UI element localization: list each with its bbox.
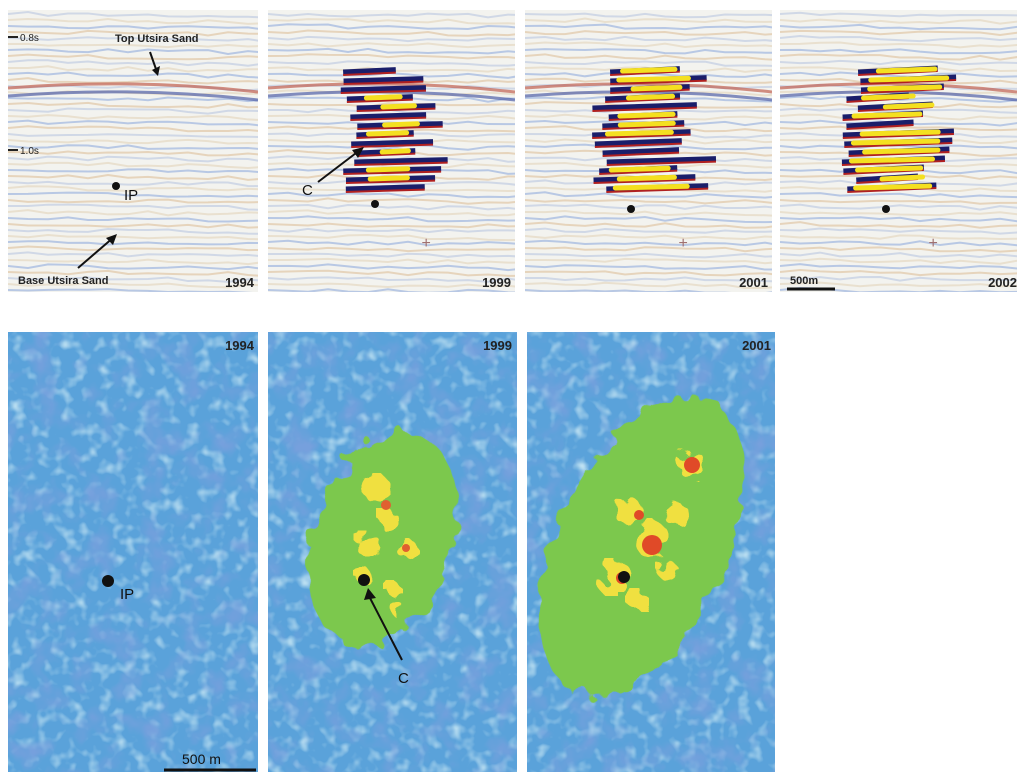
bright-spot — [366, 97, 400, 98]
seismic-row: + + + — [8, 10, 1017, 294]
point — [618, 571, 630, 583]
bright-spot — [853, 141, 937, 143]
point-label: C — [398, 670, 409, 687]
bright-spot — [865, 150, 938, 152]
seismic-panel: + — [780, 10, 1017, 292]
hot-spot — [381, 500, 391, 510]
hot-spot — [385, 582, 401, 598]
amplitude-band — [350, 115, 426, 117]
hot-spot — [642, 535, 662, 555]
bright-spot — [619, 78, 689, 80]
bright-spot — [623, 69, 675, 71]
map-panel — [268, 332, 517, 772]
bright-spot — [858, 168, 921, 170]
map-panel — [497, 332, 786, 772]
bright-spot — [369, 133, 407, 134]
amplitude-band — [351, 142, 433, 144]
hot-spot — [684, 457, 700, 473]
bright-spot — [620, 114, 673, 116]
amplitude-band — [341, 88, 426, 90]
hot-spot — [665, 503, 689, 527]
bright-spot — [856, 186, 930, 188]
bright-spot — [611, 168, 668, 170]
amplitude-band — [354, 160, 447, 162]
noise-dark — [8, 332, 258, 772]
bright-spot — [854, 114, 920, 116]
point-label: IP — [120, 586, 134, 603]
hot-spot — [402, 544, 410, 552]
hot-spot — [356, 533, 380, 557]
bright-spot — [370, 178, 407, 179]
bright-spot — [628, 96, 672, 98]
hot-spot — [657, 560, 677, 580]
map-row — [8, 332, 787, 772]
point — [627, 205, 635, 213]
bright-spot — [882, 177, 923, 179]
horizon-label: Base Utsira Sand — [18, 275, 108, 287]
bright-spot — [870, 87, 940, 89]
year: 1999 — [483, 338, 512, 353]
point — [112, 182, 120, 190]
amplitude-band — [344, 79, 424, 81]
seismic-panel — [8, 10, 268, 294]
bright-spot — [620, 123, 673, 125]
bright-spot — [878, 69, 935, 71]
bright-spot — [382, 151, 408, 152]
point-label: IP — [124, 187, 138, 204]
seismic-panel: + — [525, 10, 785, 294]
scale-label: 500 m — [182, 751, 221, 767]
point — [358, 574, 370, 586]
time-label: 0.8s — [20, 33, 39, 44]
bright-spot — [383, 106, 415, 107]
year: 1994 — [225, 275, 255, 290]
bright-spot — [862, 132, 938, 134]
point — [102, 575, 114, 587]
point — [882, 205, 890, 213]
bright-spot — [385, 124, 418, 125]
hot-spot — [598, 576, 616, 594]
hot-spot — [634, 510, 644, 520]
seismic-panel: + — [268, 10, 528, 293]
year: 1999 — [482, 275, 511, 290]
cross: + — [422, 235, 431, 252]
figure: + + + 0.8s 1.0s Top Utsira Sand IP Base Ut… — [0, 0, 1017, 772]
year: 1994 — [225, 338, 255, 353]
bright-spot — [368, 169, 407, 170]
bright-spot — [863, 96, 913, 98]
bright-spot — [871, 78, 947, 80]
amplitude-band — [343, 70, 396, 72]
bright-spot — [633, 87, 680, 89]
amplitude-band — [346, 187, 425, 189]
point — [371, 200, 379, 208]
bright-spot — [615, 186, 687, 188]
hot-spot — [613, 496, 641, 524]
bright-spot — [885, 105, 932, 107]
cross: + — [679, 235, 688, 252]
horizon-label: Top Utsira Sand — [115, 33, 199, 45]
hot-spot — [364, 476, 392, 504]
hot-spot — [391, 603, 405, 617]
time-label: 1.0s — [20, 146, 39, 157]
cross: + — [929, 235, 938, 252]
point-label: C — [302, 182, 313, 199]
year: 2001 — [739, 275, 768, 290]
year: 2002 — [988, 275, 1017, 290]
bright-spot — [851, 159, 932, 161]
hot-spot — [627, 590, 647, 610]
year: 2001 — [742, 338, 771, 353]
scale-label: 500m — [790, 275, 818, 287]
map-panel — [8, 332, 258, 772]
bright-spot — [619, 177, 674, 179]
bright-spot — [607, 132, 671, 134]
hot-spot — [378, 510, 398, 530]
